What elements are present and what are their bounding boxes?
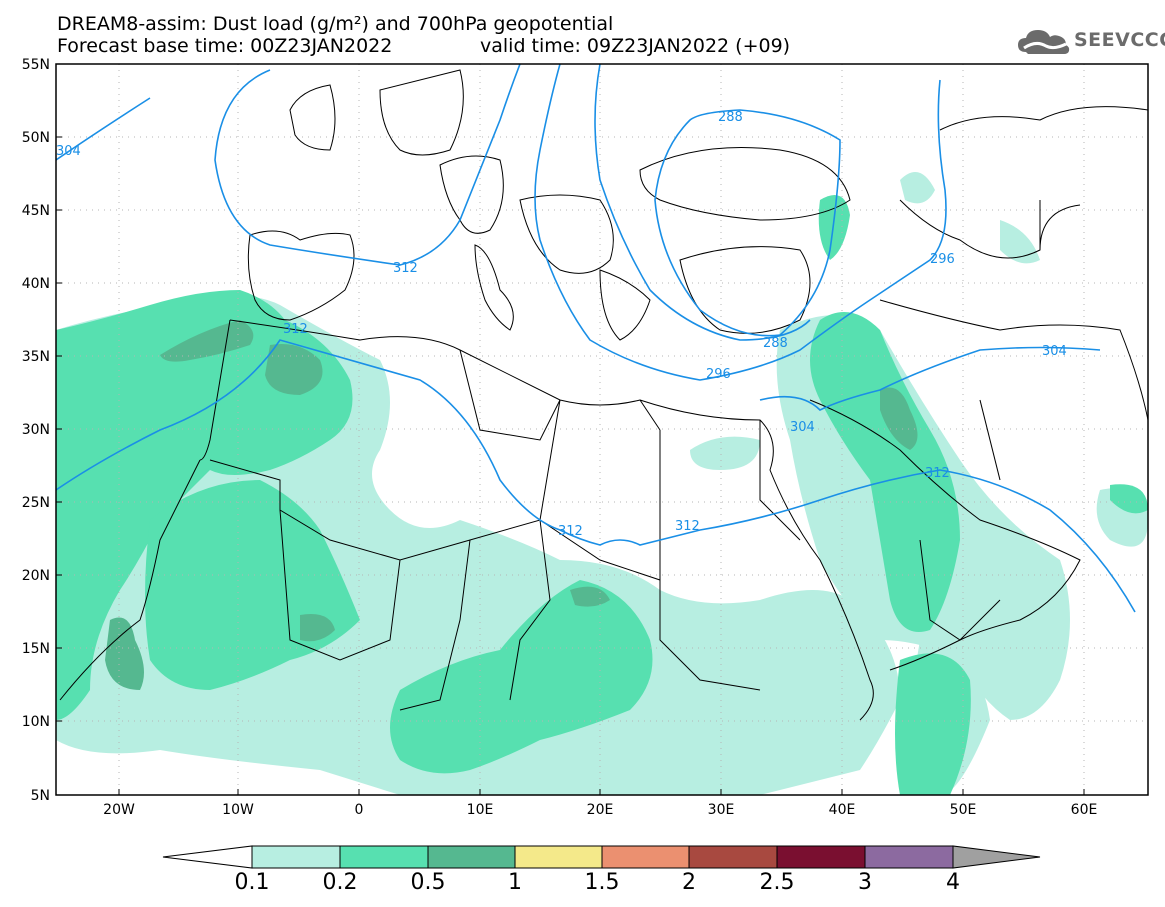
- lon-label: 20W: [103, 802, 135, 818]
- contour-label: 304: [1042, 344, 1067, 359]
- contour-label: 288: [718, 110, 743, 125]
- lon-label: 50E: [950, 802, 977, 818]
- colorbar-left-arrow: [162, 845, 253, 869]
- contour-label: 312: [675, 519, 700, 534]
- colorbar-label: 0.2: [322, 870, 358, 895]
- colorbar: [162, 845, 1041, 869]
- lat-label: 5N: [31, 788, 50, 804]
- colorbar-right-arrow: [952, 845, 1041, 869]
- lat-label: 40N: [22, 276, 50, 292]
- contour-label: 296: [930, 252, 955, 267]
- colorbar-label: 1.5: [584, 870, 620, 895]
- lat-label: 20N: [22, 568, 50, 584]
- colorbar-label: 2: [682, 870, 696, 895]
- lat-label: 55N: [22, 57, 50, 73]
- contour-label: 288: [763, 336, 788, 351]
- lat-label: 50N: [22, 130, 50, 146]
- contour-label: 304: [790, 420, 815, 435]
- lon-label: 10W: [222, 802, 254, 818]
- lon-label: 0: [355, 802, 364, 818]
- colorbar-swatch: [514, 845, 603, 869]
- colorbar-label: 0.5: [410, 870, 446, 895]
- contour-label: 312: [393, 261, 418, 276]
- contour-label: 304: [56, 144, 81, 159]
- coastlines: [59, 69, 1148, 721]
- longitude-labels: 20W 10W 0 10E 20E 30E 40E 50E 60E: [103, 802, 1097, 818]
- colorbar-label: 0.1: [234, 870, 270, 895]
- valid-time: valid time: 09Z23JAN2022 (+09): [480, 35, 791, 57]
- colorbar-swatch: [601, 845, 690, 869]
- contour-label: 312: [558, 524, 583, 539]
- lat-label: 15N: [22, 641, 50, 657]
- colorbar-swatch: [776, 845, 866, 869]
- contour-label: 312: [283, 322, 308, 337]
- colorbar-swatch: [427, 845, 516, 869]
- colorbar-label: 2.5: [759, 870, 795, 895]
- lat-label: 30N: [22, 422, 50, 438]
- colorbar-swatch: [339, 845, 429, 869]
- forecast-base-time: Forecast base time: 00Z23JAN2022: [57, 35, 393, 57]
- lon-label: 20E: [587, 802, 614, 818]
- graticule: [56, 64, 1148, 795]
- lat-label: 25N: [22, 495, 50, 511]
- lat-label: 10N: [22, 714, 50, 730]
- lon-label: 30E: [708, 802, 735, 818]
- contour-labels: 304 312 312 288 296 296 288 304 304 312 …: [56, 110, 1067, 539]
- colorbar-swatch: [688, 845, 778, 869]
- lat-label: 35N: [22, 349, 50, 365]
- colorbar-label: 3: [858, 870, 872, 895]
- latitude-labels: 55N 50N 45N 40N 35N 30N 25N 20N 15N 10N …: [22, 57, 50, 804]
- chart-subtitle: Forecast base time: 00Z23JAN2022 valid t…: [57, 35, 857, 57]
- logo-text: SEEVCCC: [1074, 29, 1165, 51]
- lon-label: 10E: [467, 802, 494, 818]
- colorbar-label: 1: [508, 870, 522, 895]
- colorbar-swatch: [864, 845, 954, 869]
- cloud-icon: [1018, 30, 1070, 54]
- lon-label: 60E: [1071, 802, 1098, 818]
- contour-label: 312: [925, 466, 950, 481]
- dust-high: [105, 320, 918, 690]
- contour-label: 296: [706, 367, 731, 382]
- dust-fields: [56, 172, 1148, 795]
- lon-label: 40E: [829, 802, 856, 818]
- colorbar-swatch: [251, 845, 341, 869]
- chart-title: DREAM8-assim: Dust load (g/m²) and 700hP…: [57, 13, 614, 35]
- seevccc-logo: SEEVCCC: [1016, 24, 1165, 60]
- axis-ticks: [56, 136, 1085, 795]
- colorbar-label: 4: [946, 870, 960, 895]
- geopotential-contours: [56, 64, 1136, 613]
- lat-label: 45N: [22, 203, 50, 219]
